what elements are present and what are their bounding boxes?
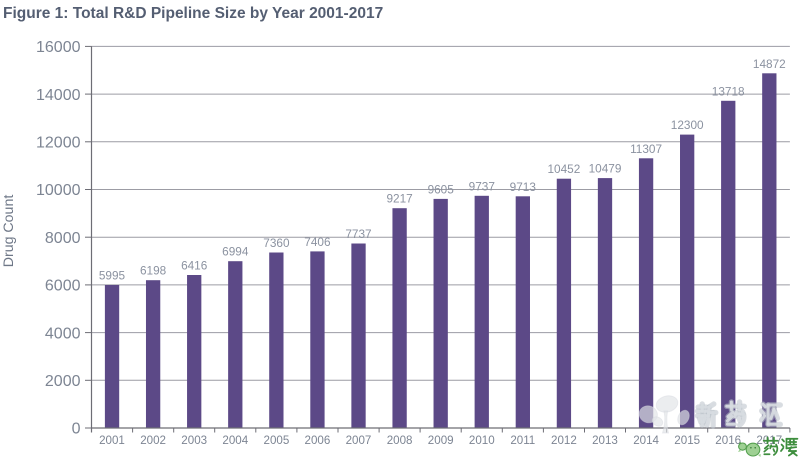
svg-text:2012: 2012 [551, 434, 577, 447]
svg-text:2016: 2016 [715, 434, 741, 447]
svg-text:7406: 7406 [304, 235, 331, 249]
svg-text:9737: 9737 [469, 179, 495, 193]
svg-text:10000: 10000 [36, 182, 81, 199]
svg-text:14872: 14872 [753, 57, 786, 71]
svg-text:2011: 2011 [510, 434, 535, 447]
svg-text:2004: 2004 [222, 434, 248, 447]
svg-text:8000: 8000 [45, 230, 81, 247]
svg-text:7737: 7737 [345, 227, 371, 241]
svg-text:6198: 6198 [140, 264, 167, 278]
svg-text:9217: 9217 [386, 192, 412, 206]
svg-text:2006: 2006 [305, 434, 331, 447]
svg-text:5995: 5995 [99, 269, 126, 283]
svg-text:2014: 2014 [633, 434, 659, 447]
svg-text:4000: 4000 [45, 325, 81, 342]
svg-text:2008: 2008 [387, 434, 413, 447]
svg-text:10452: 10452 [547, 162, 580, 176]
svg-text:0: 0 [72, 421, 81, 438]
svg-text:2015: 2015 [674, 434, 700, 447]
svg-text:2005: 2005 [264, 434, 290, 447]
svg-text:12000: 12000 [36, 135, 81, 152]
svg-text:Drug Count: Drug Count [1, 195, 17, 268]
svg-text:13718: 13718 [712, 84, 745, 98]
svg-text:11307: 11307 [630, 142, 662, 156]
svg-text:2002: 2002 [140, 434, 166, 447]
svg-text:9605: 9605 [428, 182, 455, 196]
svg-text:6994: 6994 [222, 245, 249, 259]
svg-text:2009: 2009 [428, 434, 454, 447]
svg-text:2013: 2013 [592, 434, 618, 447]
svg-text:7360: 7360 [263, 236, 290, 250]
svg-text:2000: 2000 [45, 373, 81, 390]
svg-text:2003: 2003 [181, 434, 207, 447]
svg-text:12300: 12300 [671, 118, 704, 132]
svg-text:14000: 14000 [36, 87, 81, 104]
svg-text:16000: 16000 [36, 39, 81, 56]
svg-text:10479: 10479 [589, 162, 622, 176]
svg-text:Figure 1: Total R&D Pipeline S: Figure 1: Total R&D Pipeline Size by Yea… [3, 5, 383, 22]
svg-text:2001: 2001 [99, 434, 125, 447]
svg-text:6416: 6416 [181, 259, 208, 273]
svg-text:2007: 2007 [346, 434, 372, 447]
svg-text:6000: 6000 [45, 278, 81, 295]
svg-text:2010: 2010 [469, 434, 495, 447]
svg-text:9713: 9713 [510, 180, 537, 194]
